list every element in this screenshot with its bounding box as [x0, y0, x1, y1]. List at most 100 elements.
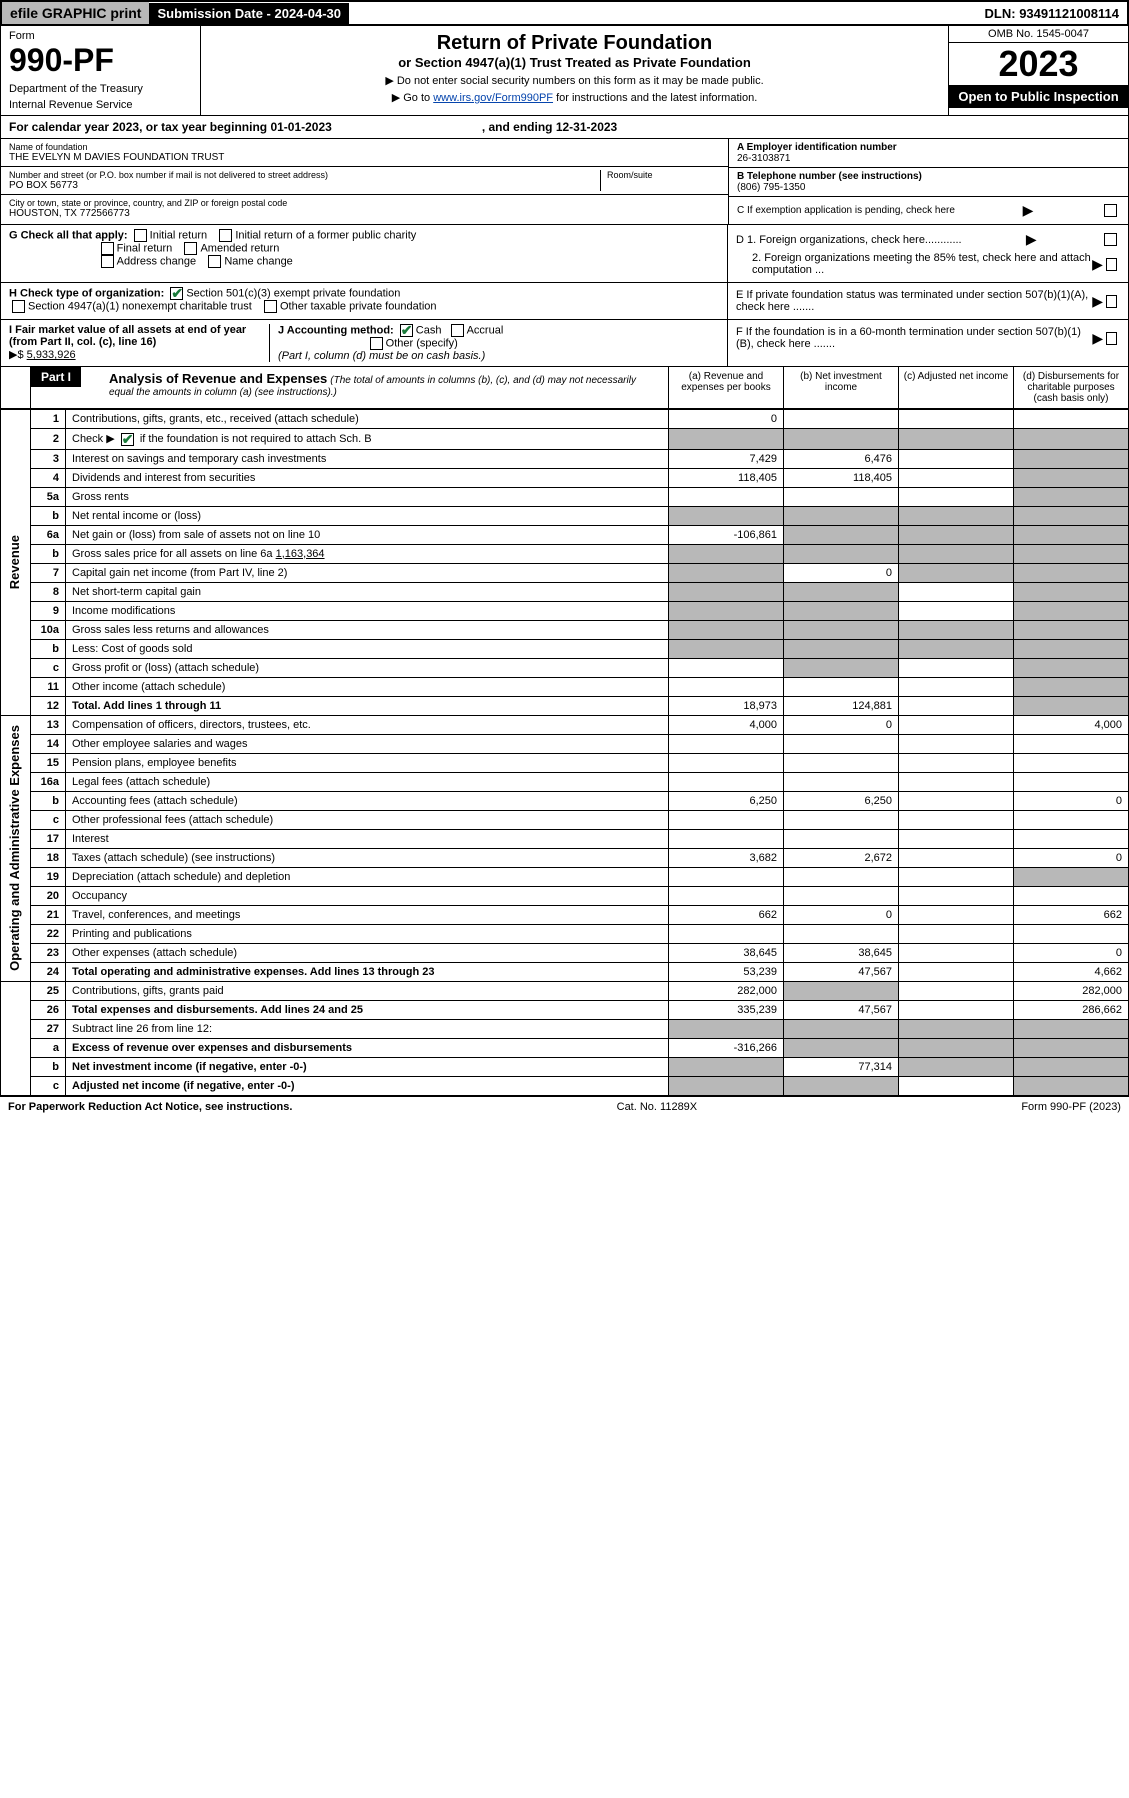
blank-side [1, 981, 31, 1095]
r15-d [1014, 753, 1129, 772]
g-final-check[interactable] [101, 242, 114, 255]
row-num: 7 [31, 563, 66, 582]
row-num: 4 [31, 468, 66, 487]
h-501c3-check[interactable] [170, 287, 183, 300]
arrow-icon: ▶ [1023, 202, 1034, 219]
r12-a: 18,973 [669, 696, 784, 715]
note2-post: for instructions and the latest informat… [553, 92, 757, 104]
r20-c [899, 886, 1014, 905]
r13-a: 4,000 [669, 715, 784, 734]
h-section: H Check type of organization: Section 50… [1, 283, 728, 319]
r24-desc: Total operating and administrative expen… [66, 962, 669, 981]
r15-desc: Pension plans, employee benefits [66, 753, 669, 772]
r14-d [1014, 734, 1129, 753]
r27c-a [669, 1076, 784, 1095]
r23-b: 38,645 [784, 943, 899, 962]
f-checkbox[interactable] [1106, 332, 1117, 345]
street-cell: Number and street (or P.O. box number if… [1, 167, 728, 195]
r4-b: 118,405 [784, 468, 899, 487]
arrow-icon: ▶ [1092, 330, 1103, 347]
footer-mid: Cat. No. 11289X [617, 1101, 698, 1113]
table-row: bNet investment income (if negative, ent… [1, 1057, 1129, 1076]
open-public: Open to Public Inspection [949, 85, 1128, 108]
r1-b [784, 410, 899, 429]
r17-a [669, 829, 784, 848]
c-cell: C If exemption application is pending, c… [729, 197, 1128, 224]
r16c-d [1014, 810, 1129, 829]
r21-b: 0 [784, 905, 899, 924]
form-subtitle: or Section 4947(a)(1) Trust Treated as P… [207, 55, 942, 70]
h-4947-check[interactable] [12, 300, 25, 313]
r10b-d [1014, 639, 1129, 658]
r5b-a [669, 506, 784, 525]
r20-b [784, 886, 899, 905]
table-row: Revenue 1Contributions, gifts, grants, e… [1, 410, 1129, 429]
form-header: Form 990-PF Department of the Treasury I… [0, 26, 1129, 116]
j-accrual-check[interactable] [451, 324, 464, 337]
g-name-check[interactable] [208, 255, 221, 268]
r22-a [669, 924, 784, 943]
form-link[interactable]: www.irs.gov/Form990PF [433, 92, 553, 104]
h-other-check[interactable] [264, 300, 277, 313]
table-row: cOther professional fees (attach schedul… [1, 810, 1129, 829]
r6b-d [1014, 544, 1129, 563]
r10c-b [784, 658, 899, 677]
row-num: 15 [31, 753, 66, 772]
r2-checkbox[interactable] [121, 433, 134, 446]
c-checkbox[interactable] [1104, 204, 1117, 217]
r6a-a: -106,861 [669, 525, 784, 544]
row-num: 14 [31, 734, 66, 753]
r10a-d [1014, 620, 1129, 639]
r8-a [669, 582, 784, 601]
e-checkbox[interactable] [1106, 295, 1117, 308]
r2-b [784, 429, 899, 450]
g-initial-check[interactable] [134, 229, 147, 242]
d2-checkbox[interactable] [1106, 258, 1117, 271]
r10b-desc: Less: Cost of goods sold [66, 639, 669, 658]
table-row: 23Other expenses (attach schedule)38,645… [1, 943, 1129, 962]
r10a-a [669, 620, 784, 639]
calendar-year-row: For calendar year 2023, or tax year begi… [0, 116, 1129, 139]
g-section: G Check all that apply: Initial return I… [1, 225, 728, 282]
g-row: G Check all that apply: Initial return I… [0, 225, 1129, 283]
g-address-check[interactable] [101, 255, 114, 268]
r3-b: 6,476 [784, 449, 899, 468]
r12-text: Total. Add lines 1 through 11 [72, 700, 221, 712]
r3-a: 7,429 [669, 449, 784, 468]
r4-a: 118,405 [669, 468, 784, 487]
table-row: 19Depreciation (attach schedule) and dep… [1, 867, 1129, 886]
phone-label: B Telephone number (see instructions) [737, 171, 1120, 182]
r24-c [899, 962, 1014, 981]
form-right: OMB No. 1545-0047 2023 Open to Public In… [948, 26, 1128, 115]
r10a-desc: Gross sales less returns and allowances [66, 620, 669, 639]
r26-text: Total expenses and disbursements. Add li… [72, 1004, 363, 1016]
efile-label[interactable]: efile GRAPHIC print [2, 2, 149, 24]
r17-d [1014, 829, 1129, 848]
r10a-c [899, 620, 1014, 639]
r5a-d [1014, 487, 1129, 506]
row-num: 25 [31, 981, 66, 1000]
r1-d [1014, 410, 1129, 429]
i-label: I Fair market value of all assets at end… [9, 324, 246, 348]
r23-a: 38,645 [669, 943, 784, 962]
r16c-b [784, 810, 899, 829]
r16c-c [899, 810, 1014, 829]
d1-checkbox[interactable] [1104, 233, 1117, 246]
j-cash-check[interactable] [400, 324, 413, 337]
r17-desc: Interest [66, 829, 669, 848]
table-row: 27Subtract line 26 from line 12: [1, 1019, 1129, 1038]
r16a-desc: Legal fees (attach schedule) [66, 772, 669, 791]
row-num: 8 [31, 582, 66, 601]
j-other-check[interactable] [370, 337, 383, 350]
row-num: b [31, 639, 66, 658]
r25-a: 282,000 [669, 981, 784, 1000]
main-table: Revenue 1Contributions, gifts, grants, e… [0, 409, 1129, 1096]
table-row: 22Printing and publications [1, 924, 1129, 943]
g-amended-check[interactable] [184, 242, 197, 255]
r7-c [899, 563, 1014, 582]
table-row: 21Travel, conferences, and meetings66206… [1, 905, 1129, 924]
r22-b [784, 924, 899, 943]
g-initial-former-check[interactable] [219, 229, 232, 242]
row-num: 26 [31, 1000, 66, 1019]
r27a-d [1014, 1038, 1129, 1057]
